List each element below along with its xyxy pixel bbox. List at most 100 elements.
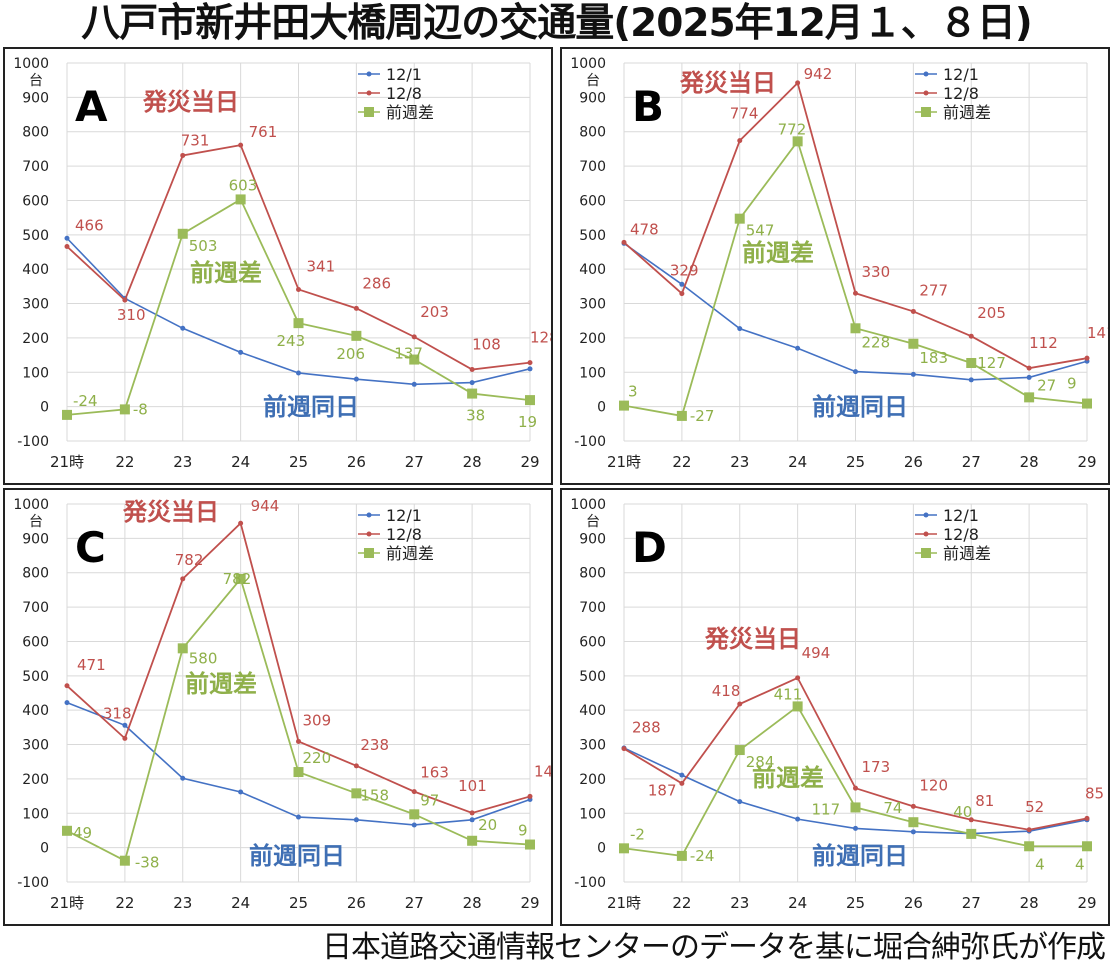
data-label-diff: 40	[953, 803, 972, 821]
y-tick-label: 300	[579, 738, 606, 754]
y-unit-label: 台	[29, 514, 43, 530]
x-tick-label: 25	[846, 453, 865, 471]
y-tick-label: 500	[22, 228, 49, 244]
data-label-diff: -24	[690, 847, 715, 865]
annotation-disaster-day: 発災当日	[704, 625, 801, 653]
legend-marker	[364, 548, 374, 558]
data-label-12-8: 288	[632, 719, 661, 737]
data-label-diff: 9	[1067, 375, 1077, 393]
series-12-1-point	[679, 772, 685, 778]
x-tick-label: 21時	[50, 453, 84, 471]
data-label-diff: 228	[862, 333, 891, 351]
data-label-12-8: 187	[648, 781, 677, 799]
y-tick-label: 700	[22, 159, 49, 175]
legend-label: 前週差	[943, 544, 991, 563]
series-12-8-point	[353, 305, 359, 311]
data-label-12-8: 173	[862, 758, 891, 776]
x-tick-label: 27	[962, 453, 981, 471]
panel-letter: C	[75, 523, 106, 572]
y-tick-label: 800	[22, 125, 49, 141]
series-12-8-point	[411, 789, 417, 795]
diff-point	[619, 843, 629, 854]
annotation-weekly-diff: 前週差	[190, 259, 262, 287]
x-tick-label: 28	[1020, 894, 1039, 912]
data-label-12-8: 81	[975, 792, 994, 810]
x-tick-label: 26	[347, 453, 366, 471]
panel-letter: A	[75, 82, 108, 131]
data-label-diff: 4	[1075, 855, 1085, 873]
panel-letter: D	[632, 523, 667, 572]
y-tick-label: 600	[22, 193, 49, 209]
series-12-8-point	[679, 291, 685, 297]
data-label-12-8: 494	[802, 644, 831, 662]
diff-point	[908, 817, 919, 828]
legend-label: 12/8	[386, 84, 422, 103]
x-tick-label: 21時	[607, 453, 641, 471]
annotation-disaster-day: 発災当日	[122, 498, 219, 526]
diff-point	[119, 855, 130, 866]
data-label-12-8: 761	[249, 123, 278, 141]
series-12-1-point	[64, 700, 70, 706]
y-tick-label: -100	[17, 434, 49, 450]
series-12-1-point	[296, 814, 301, 820]
data-label-12-8: 774	[730, 105, 759, 123]
chart-panel-b: -100 0 100 200 300 400 500 600 700 800 900 1000 21時 2…	[560, 47, 1110, 485]
diff-point	[467, 835, 478, 846]
series-12-1-point	[180, 775, 186, 781]
y-tick-label: 500	[22, 669, 49, 685]
data-label-12-8: 330	[862, 263, 891, 281]
series-12-8-point	[910, 308, 916, 314]
series-12-8-point	[296, 286, 301, 292]
series-12-8-point	[795, 675, 801, 681]
series-12-8-point	[737, 701, 743, 707]
diff-point	[1024, 841, 1035, 852]
data-label-diff: 220	[303, 749, 332, 767]
diff-point	[467, 388, 478, 399]
series-12-1-point	[353, 376, 359, 382]
y-tick-label: 0	[40, 400, 49, 416]
data-label-diff: -24	[73, 392, 98, 410]
diff-point	[850, 802, 861, 813]
x-tick-label: 25	[289, 894, 308, 912]
legend-marker	[923, 71, 929, 77]
data-label-diff: 38	[466, 407, 485, 425]
legend-marker	[921, 107, 931, 117]
y-tick-label: 1000	[13, 56, 49, 72]
data-label-12-8: 108	[472, 336, 501, 354]
diff-point	[235, 194, 246, 205]
x-tick-label: 22	[115, 453, 134, 471]
data-label-diff: 547	[746, 222, 775, 240]
data-label-diff: 117	[812, 800, 841, 818]
diff-point	[119, 404, 130, 415]
chart-panel-d: -100 0 100 200 300 400 500 600 700 800 900 1000 21時 2…	[560, 488, 1110, 926]
chart-d-svg: -100 0 100 200 300 400 500 600 700 800 900 1000 21時 2…	[570, 497, 1104, 912]
diff-point	[966, 357, 977, 368]
data-label-diff: 772	[778, 120, 807, 138]
data-label-diff: 9	[518, 822, 528, 840]
series-12-1-point	[469, 817, 475, 823]
y-tick-label: 400	[579, 262, 606, 278]
diff-point	[293, 767, 304, 778]
series-12-8-point	[1084, 355, 1090, 361]
x-tick-label: 27	[405, 894, 424, 912]
data-label-12-8: 277	[919, 281, 948, 299]
x-tick-label: 26	[904, 894, 923, 912]
series-12-8-point	[180, 576, 186, 582]
data-label-12-8: 329	[670, 262, 699, 280]
x-tick-label: 23	[173, 453, 192, 471]
x-tick-label: 22	[672, 894, 691, 912]
legend-marker	[923, 512, 929, 518]
x-tick-label: 22	[115, 894, 134, 912]
legend-marker	[923, 90, 929, 96]
series-12-8-point	[238, 142, 244, 148]
x-tick-label: 21時	[607, 894, 641, 912]
y-tick-label: 500	[579, 228, 606, 244]
diff-point	[1082, 841, 1092, 852]
data-label-12-8: 163	[420, 764, 449, 782]
data-label-12-8: 478	[630, 220, 659, 238]
y-tick-label: 100	[579, 806, 606, 822]
series-12-8-point	[1084, 815, 1090, 821]
legend-label: 12/1	[943, 65, 979, 84]
x-tick-label: 23	[730, 453, 749, 471]
series-12-8-point	[853, 290, 858, 296]
